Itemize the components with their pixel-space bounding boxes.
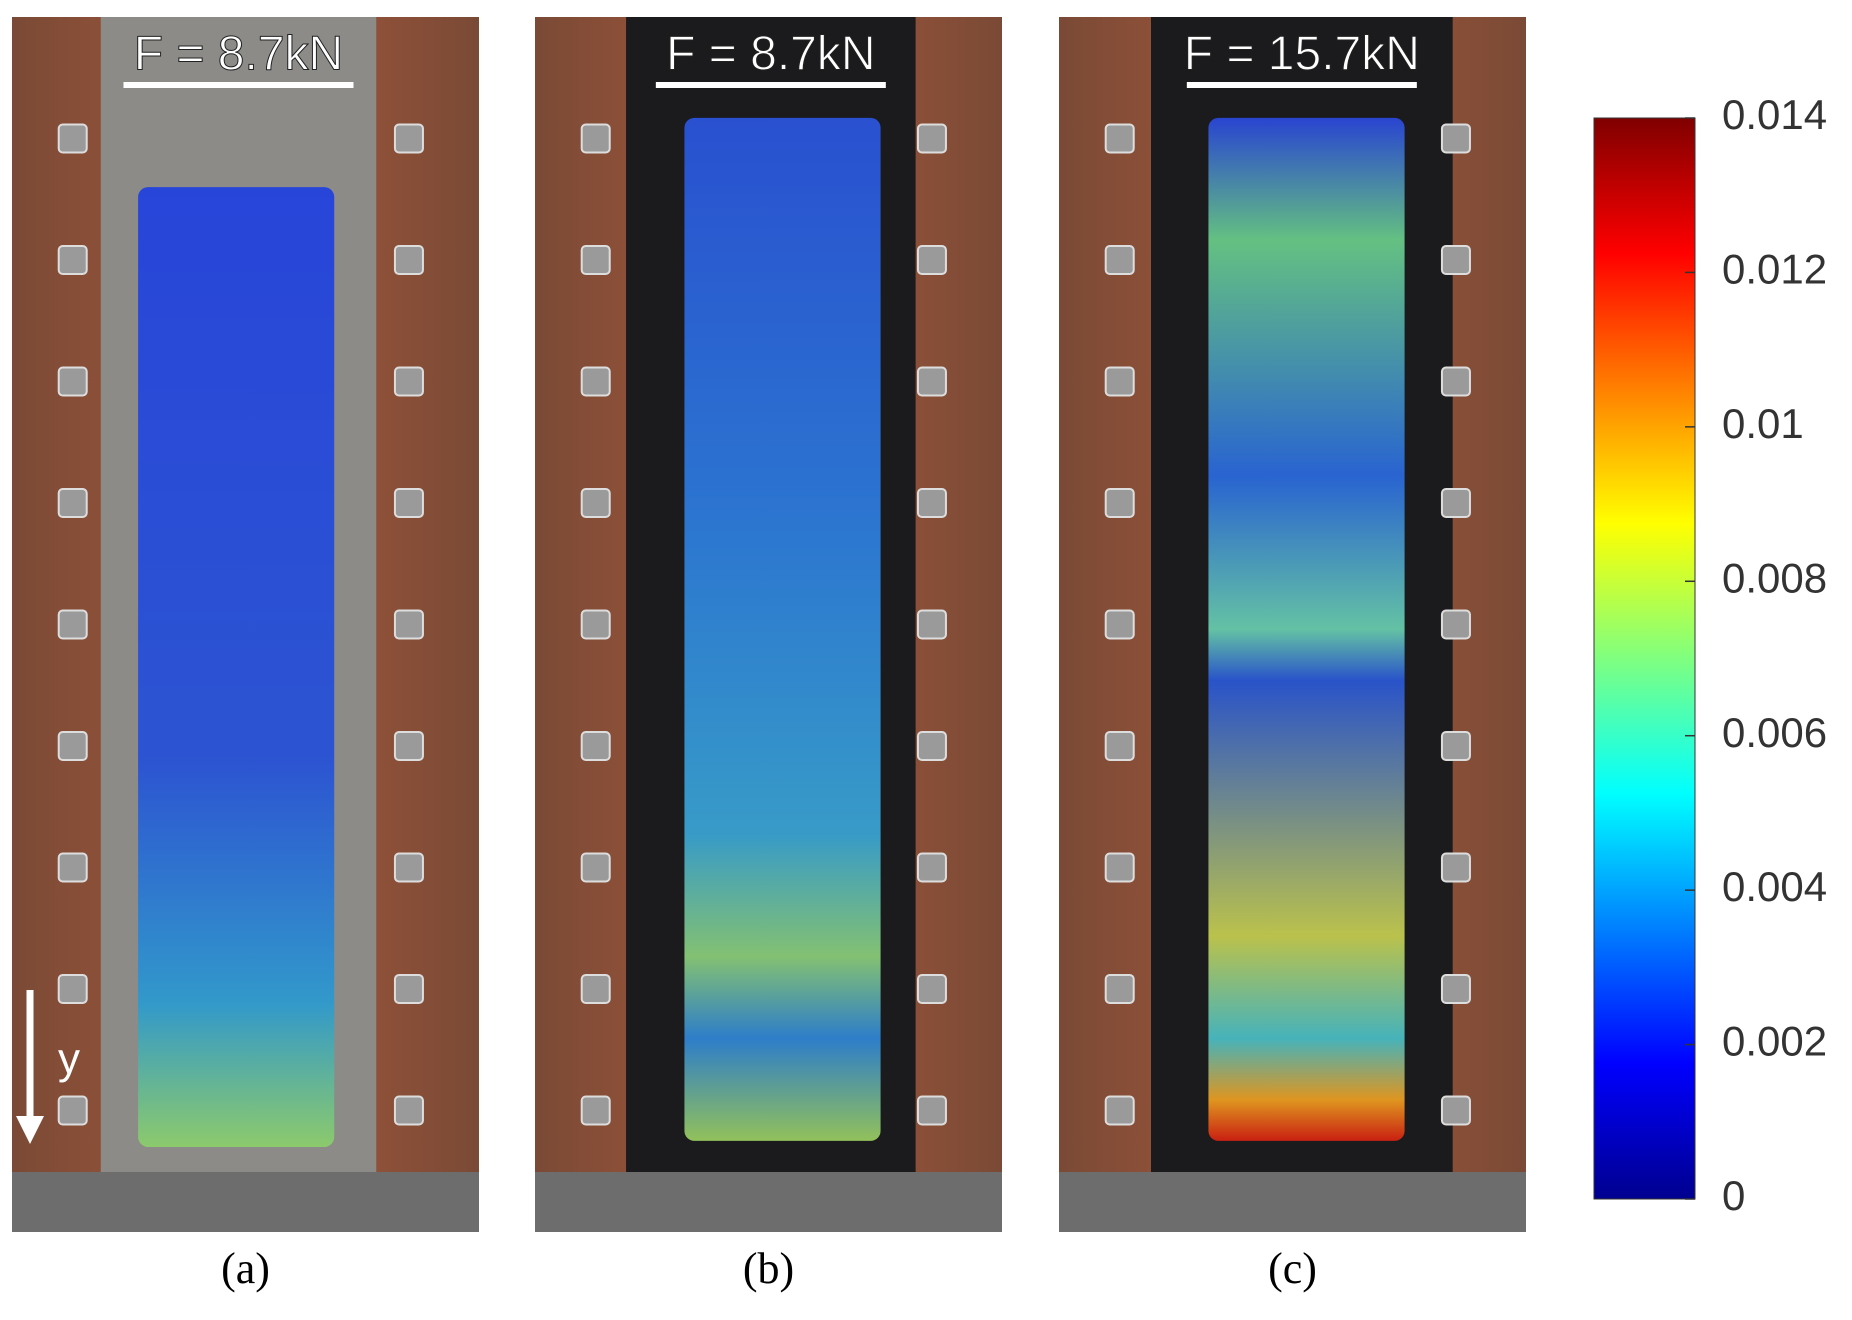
target-marker: [916, 245, 947, 275]
target-marker: [1440, 974, 1471, 1004]
target-marker: [57, 123, 88, 154]
force-label: F = 15.7kN: [1184, 28, 1420, 81]
target-marker: [393, 366, 424, 397]
target-marker: [916, 1095, 947, 1126]
target-marker: [57, 852, 88, 883]
target-marker: [57, 974, 88, 1004]
target-marker: [57, 488, 88, 518]
strain-field: [138, 187, 335, 1147]
target-marker: [1104, 123, 1135, 154]
tick-label: 0.006: [1722, 709, 1827, 756]
target-marker: [1440, 488, 1471, 518]
target-marker: [57, 731, 88, 761]
tick-label: 0.014: [1722, 91, 1827, 138]
target-marker: [1104, 245, 1135, 275]
target-marker: [393, 245, 424, 275]
target-marker: [393, 123, 424, 154]
tick-label: 0.01: [1722, 400, 1804, 447]
target-marker: [57, 245, 88, 275]
target-marker: [393, 609, 424, 640]
target-marker: [916, 123, 947, 154]
tick-label: 0.004: [1722, 863, 1827, 910]
panel-label: (a): [221, 1244, 270, 1293]
base-plate: [12, 1172, 479, 1232]
target-marker: [1440, 731, 1471, 761]
force-label: F = 8.7kN: [666, 28, 875, 81]
target-marker: [1440, 366, 1471, 397]
colorbar-ticks: 0 0.002 0.004 0.006 0.008 0.01 0.012 0.014: [1685, 91, 1827, 1219]
axis-label: y: [58, 1035, 80, 1084]
target-marker: [1104, 731, 1135, 761]
target-marker: [916, 609, 947, 640]
target-marker: [580, 731, 611, 761]
target-marker: [580, 366, 611, 397]
colorbar: [1593, 117, 1696, 1200]
target-marker: [1440, 245, 1471, 275]
target-marker: [1104, 1095, 1135, 1126]
target-marker: [57, 1095, 88, 1126]
target-marker: [57, 609, 88, 640]
target-marker: [393, 974, 424, 1004]
target-marker: [916, 366, 947, 397]
target-marker: [1440, 123, 1471, 154]
panel-label: (c): [1268, 1244, 1317, 1293]
target-marker: [1104, 974, 1135, 1004]
target-marker: [580, 1095, 611, 1126]
target-marker: [1440, 852, 1471, 883]
tick-label: 0: [1722, 1172, 1745, 1219]
target-marker: [916, 488, 947, 518]
target-marker: [580, 974, 611, 1004]
target-marker: [393, 731, 424, 761]
target-marker: [580, 245, 611, 275]
tick-label: 0.002: [1722, 1018, 1827, 1065]
tick-label: 0.008: [1722, 554, 1827, 601]
target-marker: [916, 852, 947, 883]
force-label: F = 8.7kN: [134, 28, 343, 81]
target-marker: [580, 609, 611, 640]
tick-label: 0.012: [1722, 246, 1827, 293]
target-marker: [57, 366, 88, 397]
target-marker: [1104, 852, 1135, 883]
target-marker: [580, 123, 611, 154]
target-marker: [1104, 366, 1135, 397]
target-marker: [393, 852, 424, 883]
base-plate: [1059, 1172, 1526, 1232]
strain-field: [684, 117, 881, 1141]
strain-field: [1208, 117, 1405, 1141]
target-marker: [393, 1095, 424, 1126]
target-marker: [580, 488, 611, 518]
target-marker: [916, 731, 947, 761]
target-marker: [1440, 1095, 1471, 1126]
panel-label: (b): [743, 1244, 794, 1293]
target-marker: [1104, 609, 1135, 640]
panels: F = 8.7kN (a) F = 8.7kN (b) F = 15.7kN (c): [12, 17, 1526, 1293]
target-marker: [1440, 609, 1471, 640]
target-marker: [1104, 488, 1135, 518]
target-marker: [580, 852, 611, 883]
target-marker: [393, 488, 424, 518]
target-marker: [916, 974, 947, 1004]
base-plate: [535, 1172, 1002, 1232]
